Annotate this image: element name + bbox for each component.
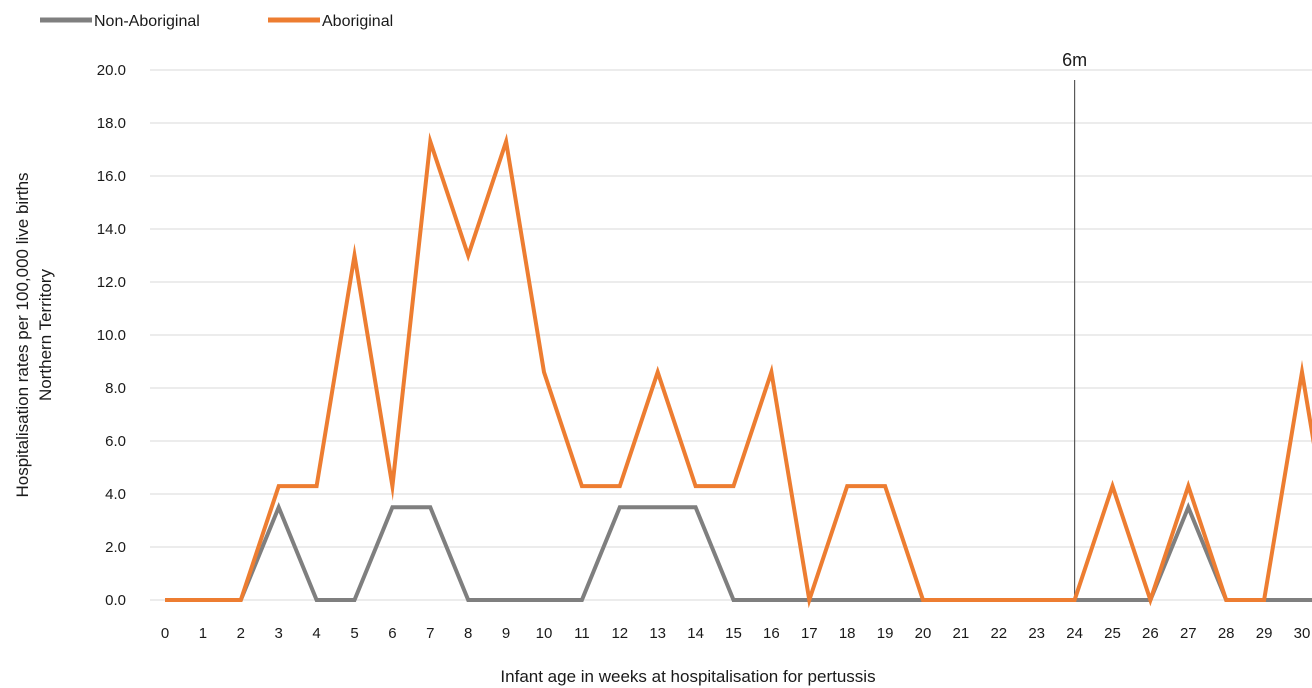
y-axis-label-line-1: Hospitalisation rates per 100,000 live b…	[13, 172, 32, 497]
x-tick-label: 22	[990, 625, 1007, 642]
x-tick-label: 28	[1218, 625, 1235, 642]
y-tick-label: 4.0	[105, 486, 126, 503]
y-tick-label: 0.0	[105, 592, 126, 609]
x-tick-label: 18	[839, 625, 856, 642]
legend: Non-Aboriginal Aboriginal	[40, 13, 393, 30]
x-tick-label: 27	[1180, 625, 1197, 642]
y-tick-label: 20.0	[97, 62, 126, 79]
x-tick-label: 2	[237, 625, 245, 642]
legend-label-aboriginal: Aboriginal	[322, 13, 393, 30]
x-tick-label: 14	[687, 625, 704, 642]
x-tick-label: 29	[1256, 625, 1273, 642]
x-tick-label: 16	[763, 625, 780, 642]
x-tick-label: 5	[350, 625, 358, 642]
x-tick-label: 4	[312, 625, 320, 642]
y-tick-label: 8.0	[105, 380, 126, 397]
x-tick-label: 19	[877, 625, 894, 642]
x-tick-label: 21	[953, 625, 970, 642]
x-tick-label: 1	[199, 625, 207, 642]
y-tick-label: 10.0	[97, 327, 126, 344]
x-tick-label: 15	[725, 625, 742, 642]
y-tick-label: 18.0	[97, 115, 126, 132]
x-tick-label: 11	[574, 625, 590, 642]
x-tick-label: 12	[611, 625, 628, 642]
y-tick-label: 2.0	[105, 539, 126, 556]
x-tick-label: 26	[1142, 625, 1159, 642]
x-tick-label: 30	[1294, 625, 1311, 642]
y-axis-ticks: 0.0 2.0 4.0 6.0 8.0 10.0 12.0 14.0 16.0 18.0 20.0	[97, 62, 126, 609]
x-tick-label: 13	[649, 625, 666, 642]
x-tick-label: 8	[464, 625, 472, 642]
x-tick-label: 6	[388, 625, 396, 642]
x-tick-label: 17	[801, 625, 818, 642]
series-line-aboriginal	[165, 132, 1312, 609]
x-axis-ticks: 0 1 2 3 4 5 6 7 8 9 10 11 12 13 14 15 16 17 18 19 20 21 22 23 24…	[161, 625, 1311, 642]
x-tick-label: 25	[1104, 625, 1121, 642]
annotation-layer: 6m	[1062, 50, 1087, 600]
x-tick-label: 20	[915, 625, 932, 642]
x-tick-label: 10	[536, 625, 553, 642]
legend-label-non-aboriginal: Non-Aboriginal	[94, 13, 200, 30]
x-tick-label: 24	[1066, 625, 1083, 642]
y-tick-label: 16.0	[97, 168, 126, 185]
y-tick-label: 12.0	[97, 274, 126, 291]
x-tick-label: 7	[426, 625, 434, 642]
x-tick-label: 0	[161, 625, 169, 642]
series-line-non-aboriginal	[165, 502, 1312, 602]
x-tick-label: 9	[502, 625, 510, 642]
x-axis-label: Infant age in weeks at hospitalisation f…	[500, 667, 875, 686]
annotation-label: 6m	[1062, 50, 1087, 70]
gridlines	[150, 69, 1312, 601]
y-tick-label: 6.0	[105, 433, 126, 450]
x-tick-label: 23	[1028, 625, 1045, 642]
x-tick-label: 3	[275, 625, 283, 642]
y-tick-label: 14.0	[97, 221, 126, 238]
y-axis-label-line-2: Northern Territory	[36, 269, 55, 401]
series-layer	[165, 132, 1312, 609]
